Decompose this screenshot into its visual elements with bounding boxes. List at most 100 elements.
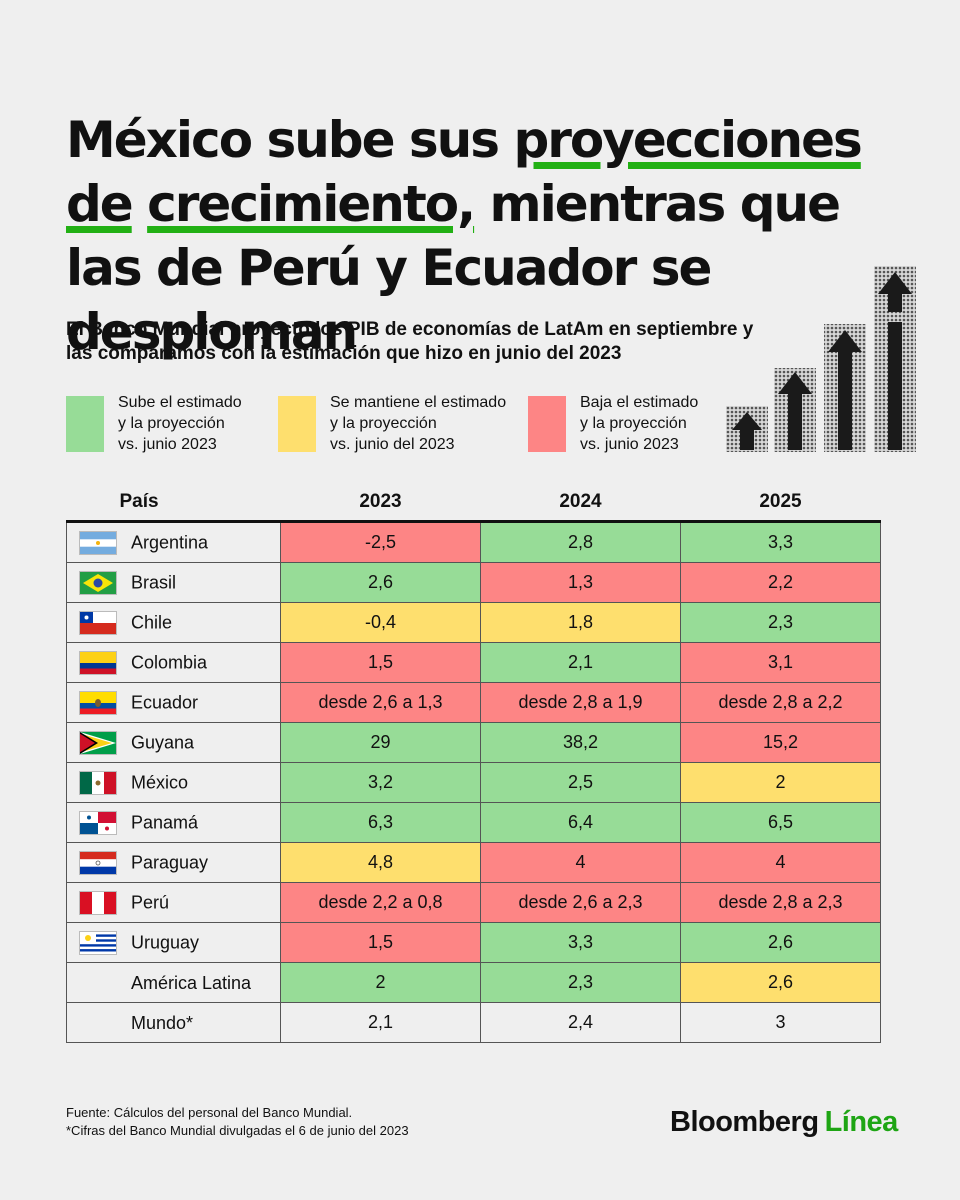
country-cell: Uruguay bbox=[66, 922, 281, 963]
country-cell: Mundo* bbox=[66, 1002, 281, 1043]
table-row-uruguay: Uruguay 1,5 3,3 2,6 bbox=[66, 922, 881, 963]
chile-flag-icon bbox=[79, 610, 117, 635]
brazil-flag-icon bbox=[79, 570, 117, 595]
value-cell-2025: 2,6 bbox=[680, 962, 881, 1003]
value-cell-2023: 2,1 bbox=[280, 1002, 481, 1043]
value-cell-2024: 6,4 bbox=[480, 802, 681, 843]
peru-flag-icon bbox=[79, 890, 117, 915]
value-cell-2024: 2,8 bbox=[480, 521, 681, 563]
gdp-projections-table: País 2023 2024 2025 Argentina -2,5 2,8 3,3 B… bbox=[66, 484, 881, 1043]
country-cell: Brasil bbox=[66, 562, 281, 603]
value-cell-2024: desde 2,8 a 1,9 bbox=[480, 682, 681, 723]
table-row-panama: Panamá 6,3 6,4 6,5 bbox=[66, 802, 881, 843]
title-highlight-2: crecimiento, bbox=[147, 175, 476, 233]
value-cell-2025: desde 2,8 a 2,3 bbox=[680, 882, 881, 923]
country-name: Argentina bbox=[131, 532, 209, 552]
legend-swatch-up bbox=[66, 396, 104, 452]
country-name: México bbox=[131, 772, 189, 792]
colombia-flag-icon bbox=[79, 650, 117, 675]
country-cell: México bbox=[66, 762, 281, 803]
value-cell-2025: 3 bbox=[680, 1002, 881, 1043]
bloomberg-linea-logo: Bloomberg Línea bbox=[670, 1106, 898, 1139]
legend-text-same: Se mantiene el estimado y la proyección … bbox=[330, 394, 507, 453]
country-name: Paraguay bbox=[131, 852, 209, 872]
column-header-country: País bbox=[66, 484, 281, 523]
value-cell-2023: desde 2,6 a 1,3 bbox=[280, 682, 481, 723]
value-cell-2024: 4 bbox=[480, 842, 681, 883]
value-cell-2023: 2 bbox=[280, 962, 481, 1003]
table-row-argentina: Argentina -2,5 2,8 3,3 bbox=[66, 521, 881, 563]
panama-flag-icon bbox=[79, 810, 117, 835]
country-name: América Latina bbox=[131, 972, 252, 993]
value-cell-2023: 1,5 bbox=[280, 642, 481, 683]
value-cell-2025: desde 2,8 a 2,2 bbox=[680, 682, 881, 723]
value-cell-2025: 2 bbox=[680, 762, 881, 803]
country-cell: Paraguay bbox=[66, 842, 281, 883]
table-header-row: País 2023 2024 2025 bbox=[66, 484, 881, 523]
title-part-2 bbox=[132, 175, 147, 233]
value-cell-2023: desde 2,2 a 0,8 bbox=[280, 882, 481, 923]
value-cell-2024: 38,2 bbox=[480, 722, 681, 763]
country-cell: Chile bbox=[66, 602, 281, 643]
country-name: Uruguay bbox=[131, 932, 200, 952]
country-name: Ecuador bbox=[131, 692, 199, 712]
value-cell-2025: 3,3 bbox=[680, 521, 881, 563]
value-cell-2025: 2,3 bbox=[680, 602, 881, 643]
brand-name: Bloomberg bbox=[670, 1106, 819, 1138]
country-cell: Ecuador bbox=[66, 682, 281, 723]
title-part-3: mientras que las de Perú y Ecuador se de… bbox=[66, 175, 841, 361]
table-row-mexico: México 3,2 2,5 2 bbox=[66, 762, 881, 803]
brand-accent: Línea bbox=[824, 1106, 899, 1138]
table-row-peru: Perú desde 2,2 a 0,8 desde 2,6 a 2,3 desde … bbox=[66, 882, 881, 923]
value-cell-2024: desde 2,6 a 2,3 bbox=[480, 882, 681, 923]
country-name: Guyana bbox=[131, 732, 195, 752]
value-cell-2024: 3,3 bbox=[480, 922, 681, 963]
legend-text-down: Baja el estimado y la proyección vs. jun… bbox=[580, 394, 699, 453]
legend-swatch-same bbox=[278, 396, 316, 452]
ecuador-flag-icon bbox=[79, 690, 117, 715]
title-part-1: México sube sus bbox=[66, 111, 514, 169]
country-cell: América Latina bbox=[66, 962, 281, 1003]
table-row-colombia: Colombia 1,5 2,1 3,1 bbox=[66, 642, 881, 683]
country-name: Mundo* bbox=[131, 1012, 194, 1033]
value-cell-2025: 3,1 bbox=[680, 642, 881, 683]
table-row-chile: Chile -0,4 1,8 2,3 bbox=[66, 602, 881, 643]
table-row-ecuador: Ecuador desde 2,6 a 1,3 desde 2,8 a 1,9 des… bbox=[66, 682, 881, 723]
legend-text-up: Sube el estimado y la proyección vs. jun… bbox=[118, 394, 242, 453]
table-row-brasil: Brasil 2,6 1,3 2,2 bbox=[66, 562, 881, 603]
country-name: Colombia bbox=[131, 652, 208, 672]
subtitle: El Banco Mundial proyectó los PIB de eco… bbox=[66, 319, 754, 364]
value-cell-2024: 2,1 bbox=[480, 642, 681, 683]
value-cell-2025: 2,6 bbox=[680, 922, 881, 963]
value-cell-2025: 15,2 bbox=[680, 722, 881, 763]
title-highlight-1: proyecciones de bbox=[66, 111, 863, 233]
country-name: Brasil bbox=[131, 572, 177, 592]
value-cell-2023: 6,3 bbox=[280, 802, 481, 843]
argentina-flag-icon bbox=[79, 530, 117, 555]
value-cell-2023: 2,6 bbox=[280, 562, 481, 603]
country-cell: Guyana bbox=[66, 722, 281, 763]
value-cell-2023: 4,8 bbox=[280, 842, 481, 883]
country-cell: Colombia bbox=[66, 642, 281, 683]
footnote: Fuente: Cálculos del personal del Banco … bbox=[66, 1105, 409, 1138]
value-cell-2023: -0,4 bbox=[280, 602, 481, 643]
value-cell-2025: 2,2 bbox=[680, 562, 881, 603]
value-cell-2023: 1,5 bbox=[280, 922, 481, 963]
page-title: México sube sus proyecciones de crecimie… bbox=[66, 108, 926, 364]
value-cell-2024: 2,3 bbox=[480, 962, 681, 1003]
table-row-guyana: Guyana 29 38,2 15,2 bbox=[66, 722, 881, 763]
column-header-2023: 2023 bbox=[280, 484, 481, 523]
legend-swatch-down bbox=[528, 396, 566, 452]
value-cell-2024: 2,5 bbox=[480, 762, 681, 803]
country-cell: Panamá bbox=[66, 802, 281, 843]
column-header-2025: 2025 bbox=[680, 484, 881, 523]
country-name: Panamá bbox=[131, 812, 199, 832]
column-header-2024: 2024 bbox=[480, 484, 681, 523]
value-cell-2023: 29 bbox=[280, 722, 481, 763]
country-cell: Argentina bbox=[66, 521, 281, 563]
country-name: Chile bbox=[131, 612, 173, 632]
table-row-america-latina: América Latina 2 2,3 2,6 bbox=[66, 962, 881, 1003]
country-cell: Perú bbox=[66, 882, 281, 923]
value-cell-2025: 4 bbox=[680, 842, 881, 883]
table-body: Argentina -2,5 2,8 3,3 Brasil 2,6 1,3 2,2 Chile -… bbox=[66, 521, 881, 1043]
